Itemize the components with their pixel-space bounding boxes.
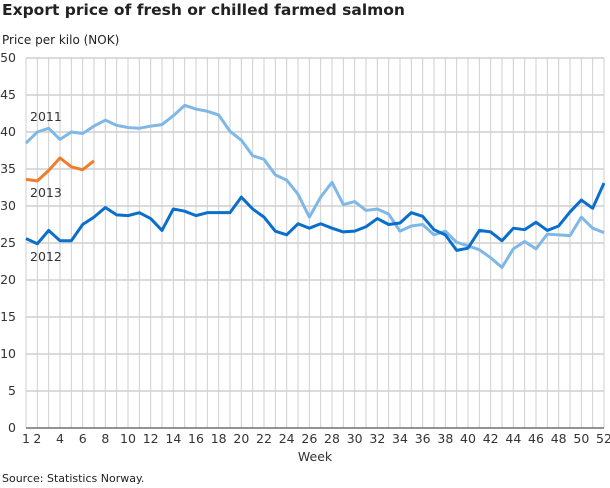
x-tick-label: 12	[143, 431, 159, 446]
series-label-2012: 2012	[30, 249, 62, 264]
y-tick-label: 30	[0, 198, 16, 213]
x-tick-label: 38	[437, 431, 453, 446]
x-tick-label: 2	[33, 431, 41, 446]
x-tick-label: 20	[233, 431, 249, 446]
x-tick-label: 10	[120, 431, 136, 446]
x-tick-label: 28	[324, 431, 340, 446]
x-tick-label: 40	[460, 431, 476, 446]
x-tick-label: 52	[596, 431, 610, 446]
x-tick-label: 44	[505, 431, 521, 446]
y-tick-label: 35	[0, 161, 16, 176]
x-tick-label: 46	[528, 431, 544, 446]
y-tick-label: 25	[0, 235, 16, 250]
series-line-2011	[24, 103, 605, 269]
x-tick-label: 4	[56, 431, 64, 446]
x-tick-label: 8	[101, 431, 109, 446]
x-axis-label: Week	[298, 449, 333, 464]
x-tick-label: 48	[551, 431, 567, 446]
x-tick-label: 18	[211, 431, 227, 446]
y-tick-label: 20	[0, 272, 16, 287]
y-tick-label: 45	[0, 87, 16, 102]
x-tick-label: 6	[79, 431, 87, 446]
y-axis-label: Price per kilo (NOK)	[2, 33, 120, 47]
series-label-2013: 2013	[30, 185, 62, 200]
x-tick-label: 16	[188, 431, 204, 446]
series-label-2011: 2011	[30, 109, 62, 124]
x-tick-label: 32	[369, 431, 385, 446]
y-tick-label: 15	[0, 309, 16, 324]
source-note: Source: Statistics Norway.	[2, 472, 145, 485]
x-tick-label: 42	[483, 431, 499, 446]
y-tick-label: 50	[0, 50, 16, 65]
x-tick-label: 24	[279, 431, 295, 446]
x-tick-label: 22	[256, 431, 272, 446]
chart-title: Export price of fresh or chilled farmed …	[2, 1, 405, 19]
x-tick-label: 26	[301, 431, 317, 446]
y-tick-label: 0	[8, 420, 16, 435]
x-tick-label: 34	[392, 431, 408, 446]
x-tick-label: 50	[573, 431, 589, 446]
x-tick-label: 14	[165, 431, 181, 446]
series-line-2012	[25, 182, 606, 252]
y-tick-label: 5	[8, 383, 16, 398]
x-tick-label: 1	[22, 431, 30, 446]
x-tick-label: 30	[347, 431, 363, 446]
y-tick-label: 40	[0, 124, 16, 139]
y-tick-label: 10	[0, 346, 16, 361]
x-tick-label: 36	[415, 431, 431, 446]
